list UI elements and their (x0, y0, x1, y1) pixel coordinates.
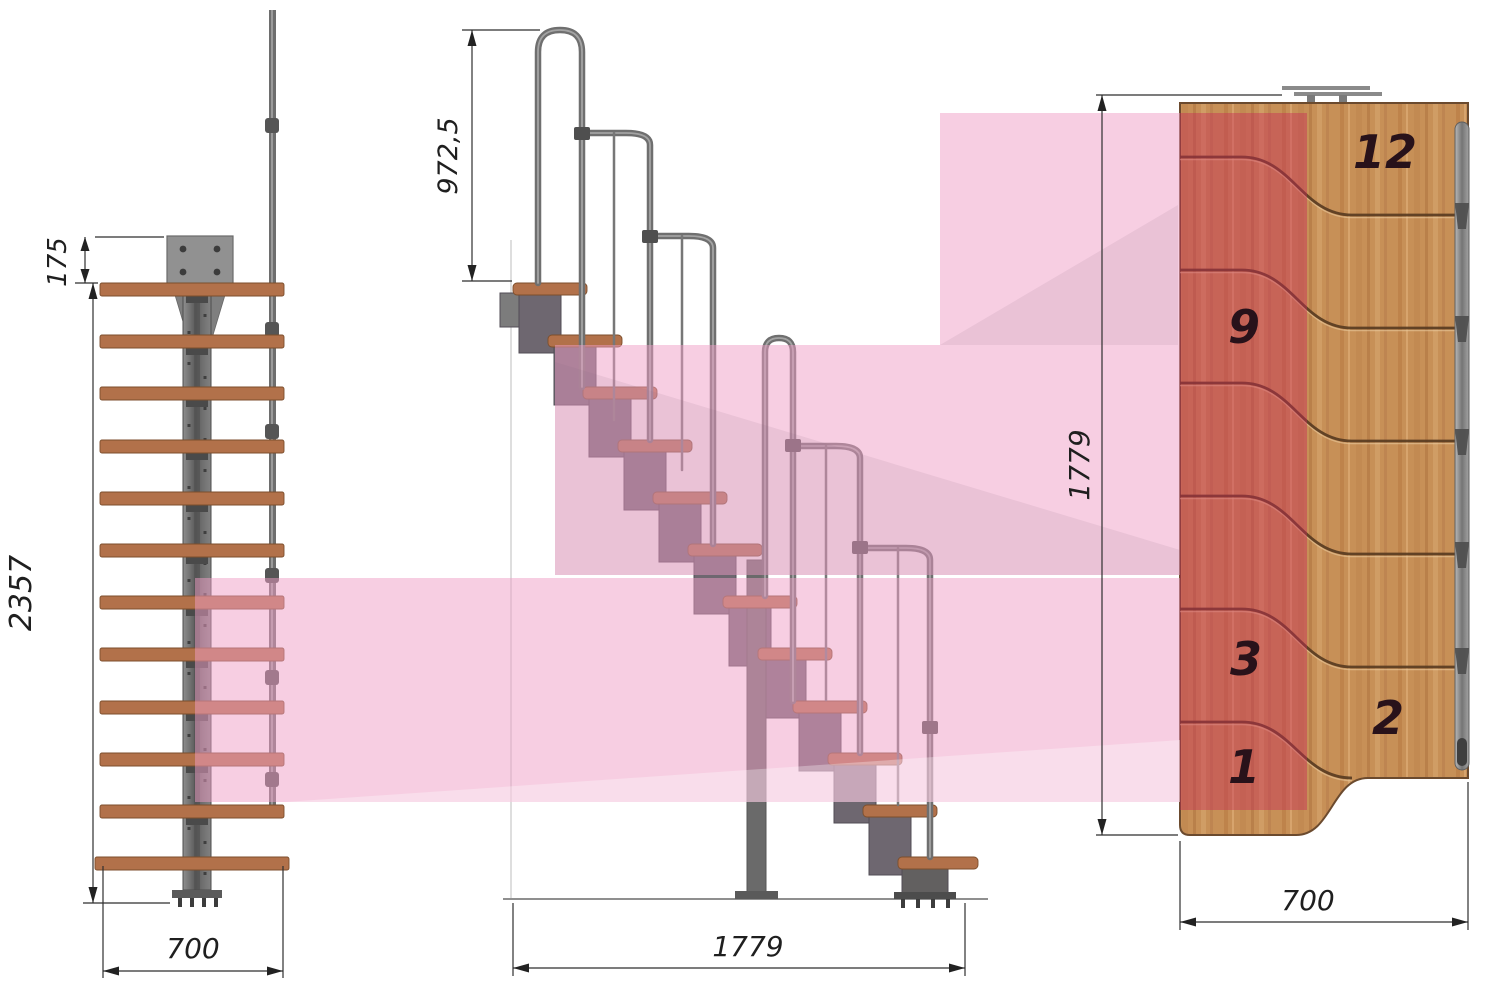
plan-handrail-tube (1454, 121, 1470, 771)
projection-band-bottom (195, 578, 1180, 802)
step-number-1: 1 (1228, 740, 1260, 794)
plan-step-numbers: 12 9 3 2 1 (1228, 125, 1417, 794)
projection-band-top (940, 113, 1180, 345)
dim-label-1779-plan: 1779 (1063, 429, 1096, 500)
projection-wedge-bottom (285, 740, 1180, 802)
dim-label-1779-side: 1779 (712, 930, 783, 963)
dimension-plan-width: 700 (1179, 782, 1469, 930)
dimensions: 175 2357 700 972,5 (4, 29, 1469, 978)
dimension-front-plate-offset: 175 (43, 236, 164, 287)
dim-label-700-plan: 700 (1281, 884, 1334, 917)
dim-label-175: 175 (43, 237, 73, 287)
projection-band-deck (1180, 113, 1307, 810)
dim-label-2357: 2357 (4, 555, 39, 631)
dimension-front-total-height: 2357 (4, 283, 170, 904)
dimension-side-rail-height: 972,5 (433, 29, 540, 282)
step-number-3: 3 (1230, 632, 1262, 686)
projection-wedge-top (940, 205, 1178, 345)
dim-label-972-5: 972,5 (433, 117, 464, 194)
plan-top-bracket (1282, 86, 1382, 104)
plan-baluster-fittings (1455, 203, 1469, 674)
dim-label-700-front: 700 (166, 932, 219, 965)
step-number-2: 2 (1372, 691, 1404, 745)
plan-deck (1179, 102, 1469, 836)
dimension-plan-depth: 1779 (1063, 94, 1282, 836)
dimension-front-width: 700 (102, 866, 284, 978)
projection-band-middle (555, 345, 1180, 575)
dimension-side-run: 1779 (512, 903, 966, 976)
projection-wedge-middle (555, 362, 1180, 575)
plan-view (1179, 86, 1470, 836)
step-number-9: 9 (1228, 300, 1260, 354)
step-number-12: 12 (1353, 125, 1417, 179)
plan-tread-dividers (1180, 155, 1468, 782)
projection-overlays (195, 113, 1307, 810)
